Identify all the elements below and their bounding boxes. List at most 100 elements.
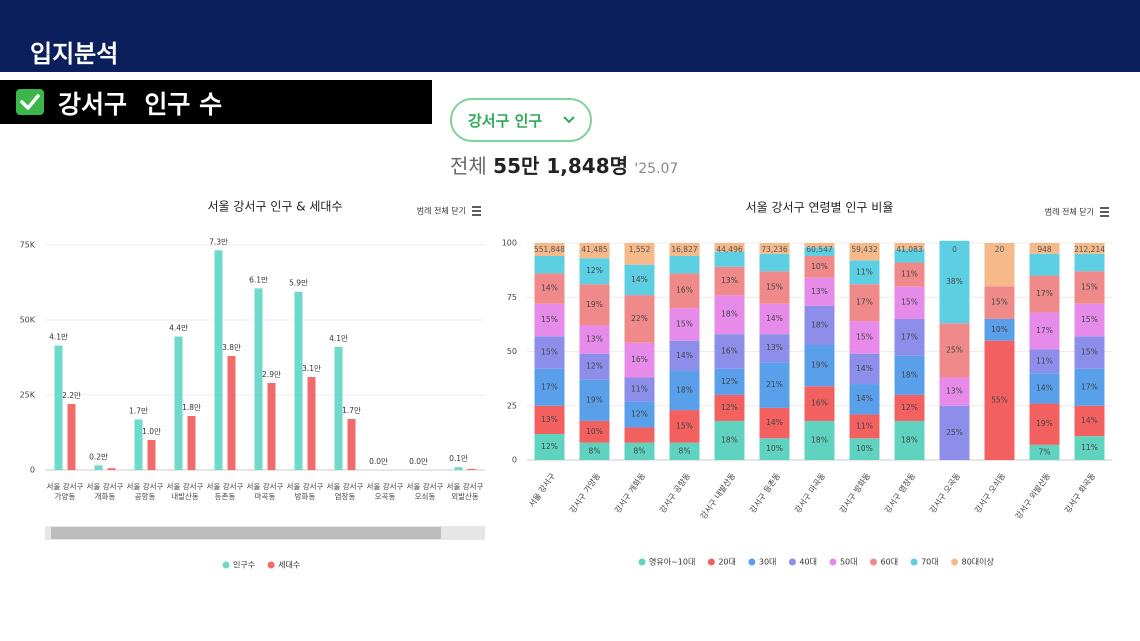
x-tick-label: 강서구 염창동 bbox=[882, 471, 917, 515]
value-label: 0.0만 bbox=[369, 457, 388, 466]
bar-segment bbox=[1029, 349, 1060, 374]
segment-label: 16% bbox=[721, 347, 738, 356]
bar-segment bbox=[579, 442, 610, 460]
segment-label: 11% bbox=[856, 267, 873, 276]
bar-segment bbox=[894, 355, 925, 395]
value-label: 1.0만 bbox=[142, 427, 161, 436]
total-label: 20 bbox=[995, 245, 1005, 254]
value-label: 4.4만 bbox=[169, 324, 188, 333]
bar-segment bbox=[1029, 403, 1060, 445]
bar bbox=[254, 288, 263, 470]
bar-segment bbox=[804, 305, 835, 345]
segment-label: 13% bbox=[721, 276, 738, 285]
legend-swatch bbox=[951, 558, 959, 566]
legend-swatch bbox=[638, 558, 646, 566]
legend-toggle[interactable]: 범례 전체 닫기 bbox=[417, 206, 466, 216]
bar-segment bbox=[894, 318, 925, 356]
x-tick-label: 강서구 방화동 bbox=[837, 471, 872, 515]
bar bbox=[187, 416, 196, 470]
bar bbox=[467, 468, 476, 470]
bar-segment bbox=[534, 256, 565, 274]
segment-label: 13% bbox=[541, 415, 558, 424]
total-label: 551,848 bbox=[534, 245, 565, 254]
segment-label: 16% bbox=[631, 355, 648, 364]
bar-segment bbox=[624, 264, 655, 296]
bar-segment bbox=[669, 442, 700, 460]
segment-label: 14% bbox=[541, 284, 558, 293]
segment-label: 15% bbox=[901, 298, 918, 307]
bar-segment bbox=[894, 286, 925, 319]
bar-segment bbox=[669, 371, 700, 411]
bar-segment bbox=[1029, 373, 1060, 404]
total-label: 41,485 bbox=[581, 245, 607, 254]
y-tick-label: 75K bbox=[20, 241, 36, 250]
bar-segment bbox=[714, 251, 745, 267]
bar-segment bbox=[624, 401, 655, 428]
summary-prefix: 전체 bbox=[450, 154, 487, 178]
segment-label: 19% bbox=[1036, 419, 1053, 428]
bar-segment bbox=[804, 256, 835, 278]
chart-title: 서울 강서구 인구 & 세대수 bbox=[207, 200, 342, 214]
legend-label: 80대이상 bbox=[962, 557, 995, 567]
segment-label: 14% bbox=[1081, 416, 1098, 425]
segment-label: 8% bbox=[589, 446, 601, 455]
bar-segment bbox=[939, 377, 970, 406]
scroll-thumb[interactable] bbox=[51, 527, 441, 539]
segment-label: 17% bbox=[1036, 326, 1053, 335]
segment-label: 10% bbox=[991, 325, 1008, 334]
bar-segment bbox=[849, 284, 880, 322]
segment-label: 12% bbox=[721, 403, 738, 412]
legend-swatch bbox=[788, 558, 796, 566]
value-label: 2.2만 bbox=[62, 391, 81, 400]
value-label: 1.8만 bbox=[182, 403, 201, 412]
total-label: 60,547 bbox=[806, 245, 832, 254]
legend-swatch bbox=[910, 558, 918, 566]
total-label: 16,827 bbox=[671, 245, 697, 254]
bar-segment bbox=[534, 433, 565, 460]
bar bbox=[227, 356, 236, 470]
y-tick-label: 25 bbox=[507, 401, 517, 410]
x-tick-label: 강서구 가양동 bbox=[567, 471, 602, 515]
chevron bbox=[563, 116, 575, 124]
y-tick-label: 25K bbox=[20, 391, 36, 400]
segment-label: 8% bbox=[679, 446, 691, 455]
segment-label: 7% bbox=[1039, 447, 1051, 456]
segment-label: 16% bbox=[811, 399, 828, 408]
bar-segment bbox=[579, 379, 610, 421]
bar-segment bbox=[849, 414, 880, 439]
segment-label: 13% bbox=[586, 335, 603, 344]
bar bbox=[334, 346, 343, 470]
bar-segment bbox=[714, 334, 745, 369]
total-label: 59,432 bbox=[851, 245, 877, 254]
segment-label: 15% bbox=[856, 332, 873, 341]
value-label: 6.1만 bbox=[249, 275, 268, 284]
bar-segment bbox=[849, 321, 880, 354]
bar-segment bbox=[759, 438, 790, 460]
segment-label: 17% bbox=[1036, 289, 1053, 298]
total-label: 44,496 bbox=[716, 245, 742, 254]
segment-label: 15% bbox=[541, 315, 558, 324]
region-dropdown[interactable]: 강서구 인구 bbox=[450, 98, 592, 142]
segment-label: 14% bbox=[676, 351, 693, 360]
segment-label: 14% bbox=[856, 394, 873, 403]
segment-label: 19% bbox=[586, 395, 603, 404]
summary-total: 55만 1,848명 bbox=[493, 154, 629, 178]
section-title: 강서구 인구 수 bbox=[58, 90, 223, 119]
legend-toggle[interactable]: 범례 전체 닫기 bbox=[1045, 207, 1094, 217]
segment-label: 13% bbox=[766, 343, 783, 352]
bar-segment bbox=[534, 368, 565, 406]
bar-segment bbox=[849, 260, 880, 285]
y-tick-label: 0 bbox=[30, 466, 35, 475]
segment-label: 17% bbox=[1081, 382, 1098, 391]
x-tick-label: 강서구 오쇠동 bbox=[972, 471, 1007, 515]
bar-segment bbox=[849, 353, 880, 385]
segment-label: 14% bbox=[856, 364, 873, 373]
segment-label: 12% bbox=[541, 442, 558, 451]
bar bbox=[67, 404, 76, 470]
x-tick-label: 서울 강서구 외발산동 bbox=[446, 482, 484, 501]
bar-segment bbox=[939, 405, 970, 460]
bar bbox=[214, 250, 223, 470]
legend-swatch bbox=[707, 558, 715, 566]
x-tick-label: 서울 강서구 가양동 bbox=[46, 482, 84, 501]
